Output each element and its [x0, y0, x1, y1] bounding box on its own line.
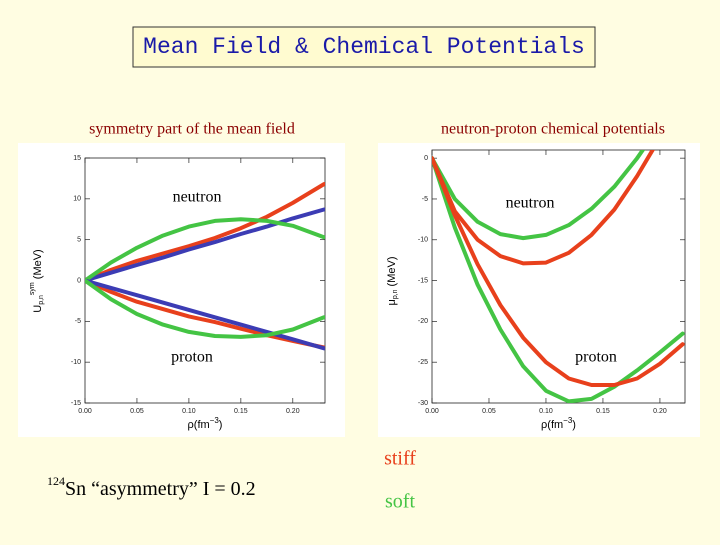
legend-entry: stiff — [384, 448, 416, 470]
y-tick-label: 0 — [77, 277, 81, 284]
chart: neutron-proton chemical potentials -30 -25… — [378, 121, 700, 437]
y-tick-label: -15 — [418, 277, 428, 284]
annotation: neutron — [173, 189, 222, 206]
plot-image — [378, 143, 700, 437]
x-tick-label: 0.00 — [425, 408, 439, 415]
x-tick-label: 0.20 — [653, 408, 667, 415]
curve — [432, 150, 646, 241]
y-label-sub: p,n — [392, 289, 399, 299]
curve — [85, 217, 325, 283]
note-text: Sn “asymmetry” I = 0.2 — [65, 478, 256, 500]
x-tick-label: 0.10 — [539, 408, 553, 415]
curve — [432, 150, 655, 266]
y-label-main: μ — [386, 299, 398, 305]
y-label-main: U — [32, 305, 44, 313]
y-label-unit: (MeV) — [32, 249, 44, 279]
x-label-main: ρ(fm — [188, 419, 210, 431]
x-label-end: ) — [572, 419, 576, 431]
y-label-sup: sym — [29, 282, 36, 295]
x-label-main: ρ(fm — [541, 419, 563, 431]
y-tick-label: -30 — [418, 400, 428, 407]
note: 124Sn “asymmetry” I = 0.2 — [47, 474, 256, 500]
note-sup: 124 — [47, 474, 65, 488]
y-label: μp,n (MeV) — [386, 256, 399, 305]
x-tick-label: 0.05 — [482, 408, 496, 415]
y-tick-label: -5 — [422, 196, 428, 203]
annotation: neutron — [506, 195, 555, 212]
y-tick-label: -10 — [71, 359, 81, 366]
y-tick-label: 10 — [73, 196, 81, 203]
curve — [85, 278, 325, 350]
y-tick-label: -15 — [71, 400, 81, 407]
curve — [85, 278, 325, 351]
x-label-sup: −3 — [210, 416, 220, 425]
plot-image — [18, 143, 345, 437]
curve — [85, 182, 325, 283]
y-label-sub: p,n — [38, 295, 45, 305]
y-tick-label: -20 — [418, 318, 428, 325]
y-tick-label: -25 — [418, 359, 428, 366]
y-tick-label: -5 — [75, 318, 81, 325]
x-tick-label: 0.15 — [596, 408, 610, 415]
x-label-sup: −3 — [563, 416, 573, 425]
y-label: Up,nsym (MeV) — [29, 249, 45, 312]
x-tick-label: 0.05 — [130, 408, 144, 415]
x-tick-label: 0.10 — [182, 408, 196, 415]
annotation: proton — [575, 349, 617, 366]
curve — [85, 278, 325, 339]
y-tick-label: 15 — [73, 155, 81, 162]
chart-title: neutron-proton chemical potentials — [441, 121, 665, 138]
x-label: ρ(fm−3) — [188, 416, 223, 431]
title-box — [132, 26, 596, 68]
x-tick-label: 0.15 — [234, 408, 248, 415]
chart: symmetry part of the mean field -15 -10 -5 0… — [18, 121, 345, 437]
y-tick-label: 5 — [77, 237, 81, 244]
curve — [432, 156, 685, 403]
curve — [432, 156, 685, 387]
annotation: proton — [171, 349, 213, 366]
x-tick-label: 0.00 — [78, 408, 92, 415]
legend-entry: soft — [385, 491, 415, 513]
x-label: ρ(fm−3) — [541, 416, 576, 431]
x-label-end: ) — [219, 419, 223, 431]
slide-title: Mean Field & Chemical Potentials — [143, 34, 585, 60]
y-label-unit: (MeV) — [386, 256, 398, 286]
plot-frame — [431, 149, 686, 404]
x-tick-label: 0.20 — [286, 408, 300, 415]
chart-title: symmetry part of the mean field — [89, 121, 295, 138]
y-tick-label: -10 — [418, 237, 428, 244]
y-tick-label: 0 — [424, 155, 428, 162]
